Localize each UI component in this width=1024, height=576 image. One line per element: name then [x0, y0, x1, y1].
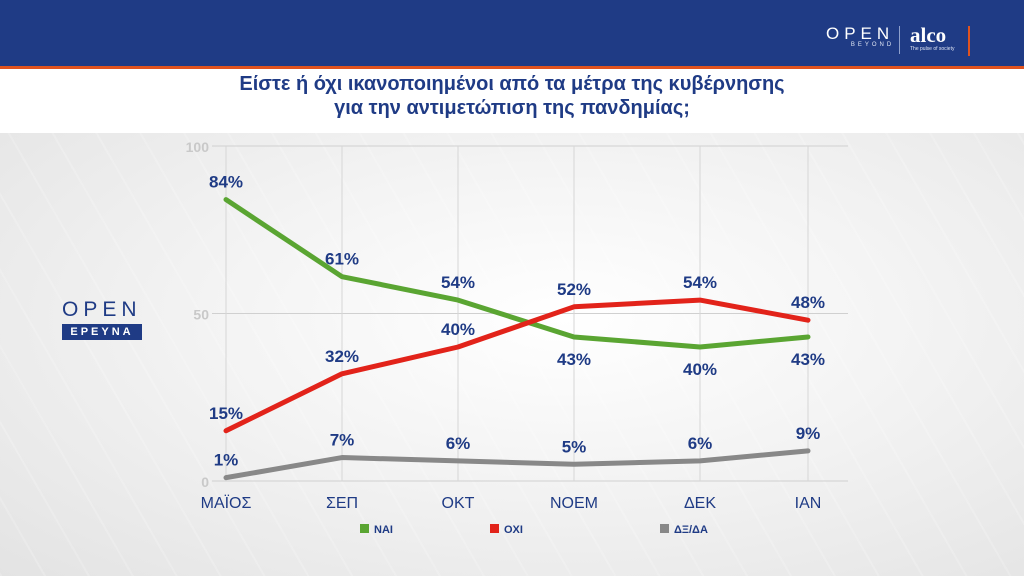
header-accent-line	[0, 66, 1024, 69]
open-logo-word: OPEN	[826, 24, 895, 43]
legend-label: ΔΞ/ΔΑ	[674, 524, 708, 536]
data-label: 32%	[325, 347, 359, 366]
background-pattern	[0, 133, 1024, 576]
open-ereuna-logo: OPEN ΕΡΕΥΝΑ	[62, 298, 142, 340]
data-label: 40%	[441, 320, 475, 339]
alco-logo-sub: The pulse of society	[910, 46, 955, 52]
x-tick-label: ΙΑΝ	[795, 495, 822, 512]
data-label: 61%	[325, 250, 359, 269]
data-label: 40%	[683, 360, 717, 379]
data-label: 84%	[209, 173, 243, 192]
data-label: 52%	[557, 280, 591, 299]
legend-swatch	[490, 524, 499, 533]
data-label: 54%	[683, 273, 717, 292]
open-logo-sub: BEYOND	[850, 42, 895, 48]
legend-swatch	[660, 524, 669, 533]
alco-accent-bar	[968, 26, 970, 56]
data-label: 6%	[446, 434, 471, 453]
open-beyond-logo: OPEN BEYOND	[826, 24, 894, 48]
series-line-1	[223, 297, 811, 434]
alco-logo: alco The pulse of society	[910, 23, 954, 52]
chart-background	[0, 133, 1024, 576]
y-tick-label: 100	[186, 139, 210, 155]
x-tick-label: ΔΕΚ	[684, 495, 716, 512]
brand-divider	[899, 26, 900, 54]
series-line-0	[223, 197, 811, 350]
x-tick-label: ΜΑΪΟΣ	[201, 494, 252, 512]
data-label: 43%	[557, 350, 591, 369]
x-tick-label: ΣΕΠ	[326, 495, 358, 512]
data-label: 6%	[688, 434, 713, 453]
x-tick-label: ΟΚΤ	[442, 495, 475, 512]
data-label: 9%	[796, 424, 821, 443]
alco-logo-word: alco	[910, 23, 947, 47]
legend-label: ΟΧΙ	[504, 524, 523, 536]
data-label: 48%	[791, 293, 825, 312]
chart-title-line1: Είστε ή όχι ικανοποιημένοι από τα μέτρα …	[239, 73, 785, 95]
ereuna-badge: ΕΡΕΥΝΑ	[62, 324, 142, 340]
series-line-2	[223, 448, 811, 481]
legend-label: ΝΑΙ	[374, 524, 393, 536]
x-tick-label: ΝΟΕΜ	[550, 495, 598, 512]
legend-swatch	[360, 524, 369, 533]
header-bar	[0, 0, 1024, 66]
chart-title-line2: για την αντιμετώπιση της πανδημίας;	[334, 97, 690, 119]
chart-title: Είστε ή όχι ικανοποιημένοι από τα μέτρα …	[0, 72, 1024, 120]
data-label: 54%	[441, 273, 475, 292]
data-label: 7%	[330, 431, 355, 450]
data-label: 43%	[791, 350, 825, 369]
data-label: 1%	[214, 451, 239, 470]
data-label: 15%	[209, 404, 243, 423]
y-tick-label: 0	[201, 474, 209, 490]
open-ereuna-word: OPEN	[62, 298, 142, 321]
data-label: 5%	[562, 437, 587, 456]
y-tick-label: 50	[193, 307, 209, 323]
